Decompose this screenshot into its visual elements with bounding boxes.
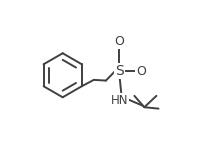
Text: O: O bbox=[136, 64, 146, 78]
Text: HN: HN bbox=[111, 94, 128, 107]
Text: O: O bbox=[114, 35, 124, 48]
Text: S: S bbox=[115, 64, 124, 78]
